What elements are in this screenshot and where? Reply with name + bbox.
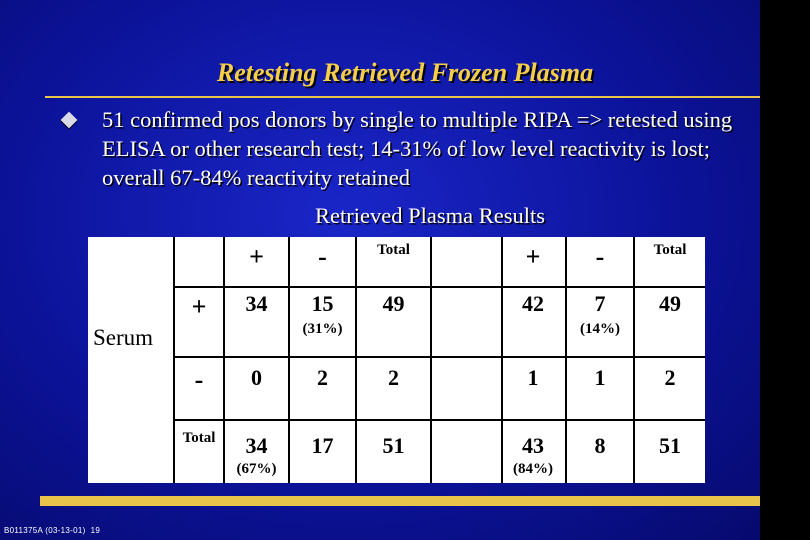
row-label-total: Total <box>182 430 216 446</box>
title-underline <box>45 96 760 98</box>
table-rule <box>501 237 503 483</box>
table-rule <box>633 237 635 483</box>
row-label-minus: - <box>194 365 204 394</box>
table-cell: 8 <box>594 433 606 458</box>
table-cell: 42 <box>522 291 544 316</box>
header-left-minus: - <box>318 242 327 271</box>
header-left-total: Total <box>377 242 410 258</box>
table-rule <box>288 237 290 483</box>
table-rule <box>173 286 705 288</box>
table-cell: 34 <box>245 291 268 316</box>
table-cell: 7 <box>594 291 606 316</box>
table-cell: 1 <box>527 365 539 390</box>
results-table: + - Total + - Total + - Total 34 15 (31%… <box>88 237 705 483</box>
header-right-minus: - <box>595 242 605 271</box>
table-cell: 15 <box>311 291 334 316</box>
table-cell: 2 <box>664 365 676 390</box>
table-heading: Retrieved Plasma Results <box>315 203 545 228</box>
table-cell: 43 <box>522 433 544 458</box>
table-cell: 2 <box>388 365 399 390</box>
table-cell: 49 <box>659 291 681 316</box>
table-cell: 1 <box>594 365 606 390</box>
table-cell: 2 <box>317 365 328 390</box>
right-black-strip <box>760 0 810 540</box>
percentage-label: (67%) <box>236 461 277 477</box>
bottom-accent-bar <box>40 496 760 506</box>
footer-code: B011375A (03-13-01) 19 <box>4 526 101 535</box>
percentage-label: (14%) <box>580 321 620 337</box>
table-cell: 51 <box>382 433 405 458</box>
table-rule <box>173 237 175 483</box>
table-rule <box>565 237 567 483</box>
table-rule <box>223 237 225 483</box>
header-left-plus: + <box>249 242 264 271</box>
percentage-label: (31%) <box>302 321 343 337</box>
table-cell: 51 <box>659 433 681 458</box>
table-rule <box>430 237 432 483</box>
row-group-label: Serum <box>93 325 154 350</box>
header-right-total: Total <box>653 242 687 258</box>
header-right-plus: + <box>525 242 541 271</box>
table-cell: 0 <box>251 365 262 390</box>
table-rule <box>355 237 357 483</box>
row-label-plus: + <box>191 292 207 321</box>
slide-title: Retesting Retrieved Frozen Plasma <box>216 58 594 87</box>
table-cell: 34 <box>245 433 268 458</box>
table-cell: 49 <box>382 291 405 316</box>
percentage-label: (84%) <box>513 461 553 477</box>
table-rule <box>173 356 705 358</box>
bullet-text: 51 confirmed pos donors by single to mul… <box>102 107 733 190</box>
table-cell: 17 <box>311 433 334 458</box>
table-rule <box>173 419 705 421</box>
